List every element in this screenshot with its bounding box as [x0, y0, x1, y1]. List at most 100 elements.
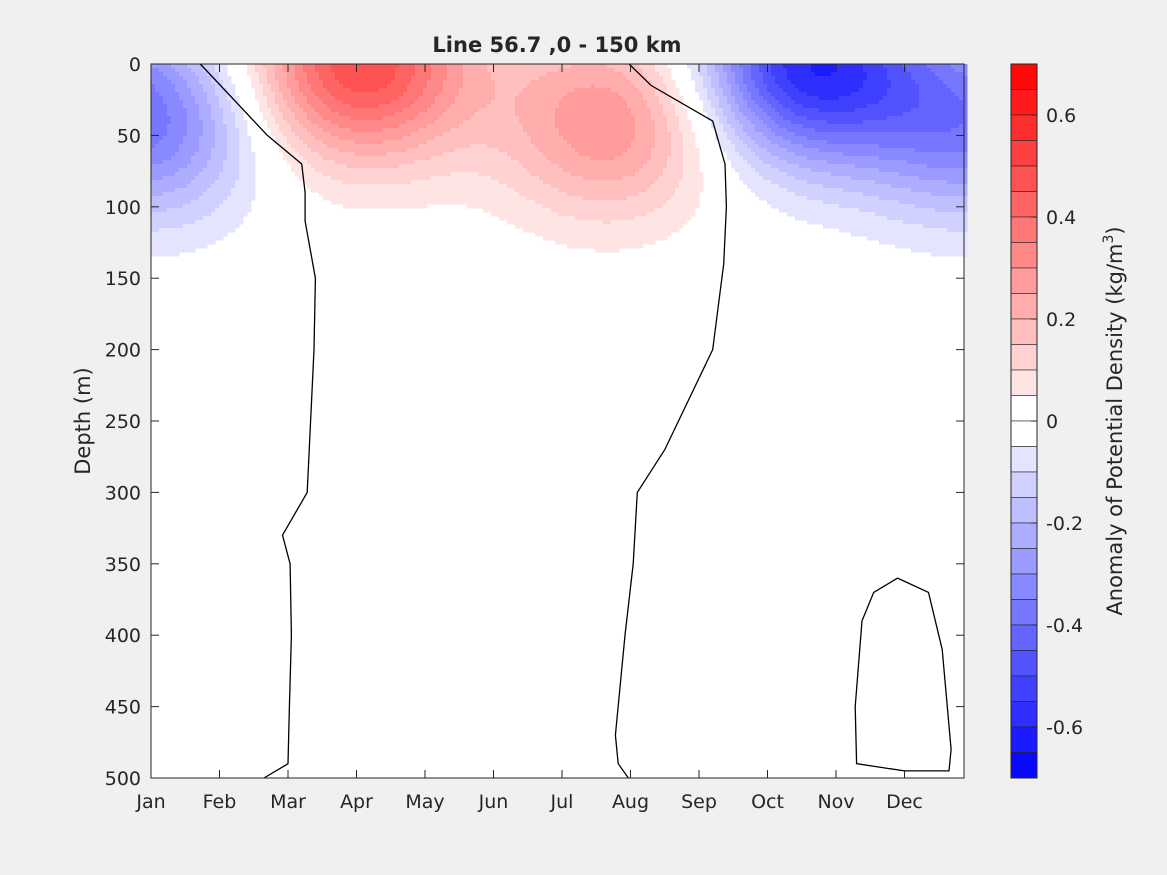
- field-cell: [751, 112, 756, 117]
- field-cell: [615, 148, 620, 153]
- field-cell: [391, 132, 396, 137]
- field-cell: [783, 152, 788, 157]
- field-cell: [411, 136, 416, 141]
- field-cell: [415, 112, 420, 117]
- field-cell: [231, 116, 236, 121]
- field-cell: [451, 96, 456, 101]
- field-cell: [335, 144, 340, 149]
- field-cell: [239, 144, 244, 149]
- field-cell: [875, 68, 880, 73]
- field-cell: [227, 116, 232, 121]
- field-cell: [371, 124, 376, 129]
- field-cell: [327, 68, 332, 73]
- field-cell: [867, 92, 872, 97]
- field-cell: [647, 120, 652, 125]
- field-cell: [943, 76, 948, 81]
- field-cell: [159, 96, 164, 101]
- field-cell: [563, 112, 568, 117]
- field-cell: [771, 80, 776, 85]
- field-cell: [287, 72, 292, 77]
- field-cell: [963, 132, 968, 137]
- field-cell: [675, 100, 680, 105]
- field-cell: [407, 72, 412, 77]
- field-cell: [587, 156, 592, 161]
- field-cell: [587, 92, 592, 97]
- field-cell: [539, 80, 544, 85]
- field-cell: [915, 156, 920, 161]
- field-cell: [911, 140, 916, 145]
- field-cell: [527, 124, 532, 129]
- field-cell: [807, 80, 812, 85]
- field-cell: [567, 112, 572, 117]
- field-cell: [787, 144, 792, 149]
- field-cell: [963, 92, 968, 97]
- field-cell: [819, 116, 824, 121]
- field-cell: [799, 92, 804, 97]
- field-cell: [595, 100, 600, 105]
- field-cell: [943, 128, 948, 133]
- field-cell: [507, 104, 512, 109]
- field-cell: [955, 88, 960, 93]
- field-cell: [247, 160, 252, 165]
- field-cell: [743, 64, 748, 69]
- field-cell: [859, 148, 864, 153]
- field-cell: [295, 100, 300, 105]
- field-cell: [587, 160, 592, 165]
- field-cell: [667, 144, 672, 149]
- field-cell: [679, 148, 684, 153]
- field-cell: [815, 140, 820, 145]
- field-cell: [851, 80, 856, 85]
- field-cell: [807, 136, 812, 141]
- field-cell: [303, 104, 308, 109]
- field-cell: [183, 112, 188, 117]
- field-cell: [715, 80, 720, 85]
- field-cell: [955, 64, 960, 69]
- field-cell: [755, 76, 760, 81]
- field-cell: [255, 64, 260, 69]
- field-cell: [315, 152, 320, 157]
- field-cell: [503, 148, 508, 153]
- field-cell: [479, 88, 484, 93]
- field-cell: [287, 100, 292, 105]
- field-cell: [647, 100, 652, 105]
- field-cell: [623, 120, 628, 125]
- field-cell: [187, 112, 192, 117]
- field-cell: [835, 156, 840, 161]
- field-cell: [479, 76, 484, 81]
- field-cell: [743, 108, 748, 113]
- field-cell: [923, 112, 928, 117]
- field-cell: [735, 132, 740, 137]
- field-cell: [287, 128, 292, 133]
- field-cell: [919, 84, 924, 89]
- field-cell: [747, 136, 752, 141]
- field-cell: [571, 84, 576, 89]
- field-cell: [715, 88, 720, 93]
- field-cell: [287, 112, 292, 117]
- field-cell: [271, 76, 276, 81]
- field-cell: [367, 104, 372, 109]
- field-cell: [483, 80, 488, 85]
- field-cell: [339, 80, 344, 85]
- field-cell: [559, 92, 564, 97]
- field-cell: [515, 92, 520, 97]
- field-cell: [447, 120, 452, 125]
- field-cell: [735, 64, 740, 69]
- field-cell: [735, 116, 740, 121]
- field-cell: [695, 164, 700, 169]
- field-cell: [935, 160, 940, 165]
- field-cell: [955, 68, 960, 73]
- field-cell: [787, 80, 792, 85]
- field-cell: [739, 124, 744, 129]
- field-cell: [399, 136, 404, 141]
- field-cell: [575, 76, 580, 81]
- field-cell: [155, 128, 160, 133]
- field-cell: [723, 68, 728, 73]
- field-cell: [479, 124, 484, 129]
- field-cell: [959, 88, 964, 93]
- field-cell: [243, 140, 248, 145]
- field-cell: [283, 132, 288, 137]
- field-cell: [767, 76, 772, 81]
- field-cell: [779, 152, 784, 157]
- field-cell: [303, 116, 308, 121]
- field-cell: [595, 140, 600, 145]
